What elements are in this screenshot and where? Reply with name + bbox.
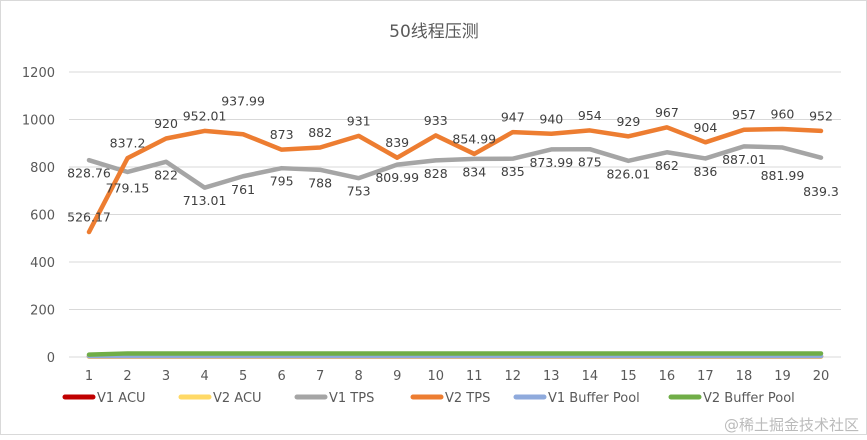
legend-label: V2 TPS (445, 391, 490, 406)
data-label: 713.01 (183, 193, 227, 208)
data-label: 960 (771, 107, 795, 122)
data-label: 826.01 (606, 166, 650, 181)
data-label: 822 (154, 167, 178, 182)
data-label: 839.3 (803, 184, 839, 199)
data-label: 933 (424, 113, 448, 128)
data-label: 862 (655, 158, 679, 173)
x-tick-label: 4 (200, 369, 208, 384)
data-label: 954 (578, 108, 602, 123)
data-label: 828.76 (67, 166, 111, 181)
y-tick-label: 600 (30, 209, 55, 224)
data-label: 526.17 (67, 210, 111, 225)
data-label: 836 (693, 164, 717, 179)
data-label: 952 (809, 108, 833, 123)
data-label: 809.99 (375, 170, 419, 185)
legend-label: V2 ACU (213, 391, 262, 406)
data-label: 881.99 (761, 168, 805, 183)
data-label: 828 (424, 166, 448, 181)
x-tick-label: 13 (543, 369, 560, 384)
y-tick-label: 0 (47, 351, 55, 366)
x-tick-label: 16 (659, 369, 676, 384)
data-label: 839 (385, 135, 409, 150)
x-tick-label: 11 (466, 369, 483, 384)
legend-label: V1 TPS (329, 391, 374, 406)
x-tick-label: 20 (813, 369, 830, 384)
data-label: 837.2 (110, 136, 146, 151)
legend-label: V1 ACU (97, 391, 146, 406)
x-tick-label: 6 (277, 369, 285, 384)
x-tick-label: 8 (355, 369, 363, 384)
data-label: 761 (231, 182, 255, 197)
data-label: 873 (270, 127, 294, 142)
y-tick-label: 800 (30, 161, 55, 176)
x-tick-label: 12 (505, 369, 522, 384)
legend: V1 ACU V2 ACU V1 TPS V2 TPS V1 Buffer Pool V2… (62, 391, 795, 406)
gridlines (69, 71, 841, 358)
data-label: 937.99 (221, 94, 265, 109)
data-label: 931 (347, 113, 371, 128)
y-tick-label: 400 (30, 256, 55, 271)
data-label: 788 (308, 175, 332, 190)
series-line-v2-buffer-pool (86, 351, 824, 357)
x-tick-label: 9 (393, 369, 401, 384)
data-label: 834 (462, 164, 486, 179)
data-label: 947 (501, 110, 525, 125)
x-tick-label: 7 (316, 369, 324, 384)
data-label: 957 (732, 107, 756, 122)
data-label: 753 (347, 184, 371, 199)
x-axis-ticks: 1 2 3 4 5 6 7 8 9 10 11 12 13 14 15 16 17 18 19 20 (85, 369, 829, 384)
data-label: 952.01 (183, 108, 227, 123)
series-line-v2-tps (86, 125, 824, 235)
data-label: 904 (693, 120, 717, 135)
y-tick-label: 200 (30, 304, 55, 319)
series-line-v1-tps (86, 144, 824, 190)
data-label: 835 (501, 164, 525, 179)
watermark: @稀土掘金技术社区 (724, 416, 859, 434)
x-tick-label: 15 (620, 369, 637, 384)
series-lines (86, 125, 824, 359)
y-tick-label: 1200 (22, 66, 55, 81)
data-label: 779.15 (106, 180, 150, 195)
data-label: 967 (655, 105, 679, 120)
x-tick-label: 19 (774, 369, 791, 384)
data-label: 873.99 (529, 155, 573, 170)
data-label: 854.99 (452, 131, 496, 146)
data-label: 940 (539, 111, 563, 126)
data-label: 929 (616, 114, 640, 129)
x-tick-label: 14 (582, 369, 599, 384)
legend-label: V2 Buffer Pool (703, 391, 795, 406)
data-label: 795 (270, 174, 294, 189)
y-axis-ticks: 0 200 400 600 800 1000 1200 (22, 66, 55, 366)
x-tick-label: 17 (697, 369, 714, 384)
legend-label: V1 Buffer Pool (548, 391, 640, 406)
data-label: 920 (154, 116, 178, 131)
x-tick-label: 3 (162, 369, 170, 384)
x-tick-label: 10 (427, 369, 444, 384)
data-label: 887.01 (722, 152, 766, 167)
y-tick-label: 1000 (22, 114, 55, 129)
x-tick-label: 18 (736, 369, 753, 384)
x-tick-label: 2 (123, 369, 131, 384)
x-tick-label: 1 (85, 369, 93, 384)
x-tick-label: 5 (239, 369, 247, 384)
data-label: 882 (308, 125, 332, 140)
data-label: 875 (578, 155, 602, 170)
chart-title: 50线程压测 (389, 22, 479, 42)
